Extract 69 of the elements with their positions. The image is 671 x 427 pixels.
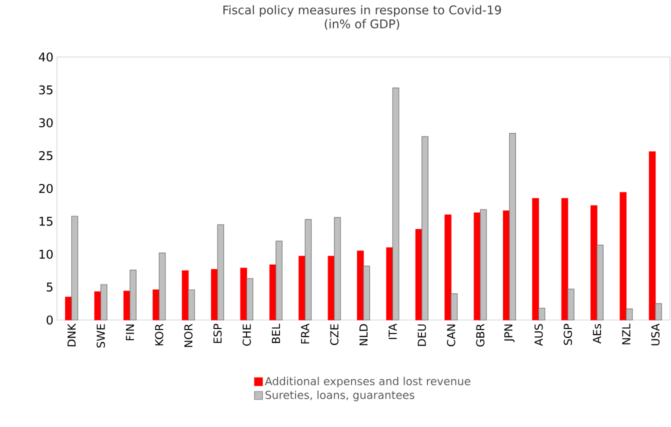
bar xyxy=(655,303,662,320)
bar xyxy=(444,214,452,320)
bar xyxy=(246,278,254,320)
bar xyxy=(532,198,539,320)
bar xyxy=(188,289,195,320)
x-tick-label: ESP xyxy=(213,324,222,343)
y-tick-label: 30 xyxy=(39,118,53,128)
y-tick-label: 40 xyxy=(38,52,53,62)
x-tick-label: ITA xyxy=(388,324,397,340)
bar xyxy=(450,293,458,320)
legend-label: Additional expenses and lost revenue xyxy=(264,376,470,388)
y-tick-label: 15 xyxy=(40,216,52,226)
bar xyxy=(217,224,224,320)
x-tick-label: SGP xyxy=(564,324,572,345)
y-tick-label: 10 xyxy=(40,250,53,259)
bar xyxy=(568,288,574,320)
bar xyxy=(648,151,656,320)
bar xyxy=(123,290,130,320)
bar xyxy=(590,205,598,320)
bar xyxy=(538,308,546,320)
x-tick-label: SWE xyxy=(96,324,105,348)
bar xyxy=(626,308,633,320)
bar xyxy=(509,132,516,320)
x-tick-label: USA xyxy=(651,324,660,346)
y-tick-label: 35 xyxy=(39,85,52,94)
bar xyxy=(480,209,487,320)
chart-title: Fiscal policy measures in response to Covid-19 (in% of GDP) xyxy=(223,5,501,30)
y-tick-label: 5 xyxy=(46,282,52,292)
bar xyxy=(357,250,364,320)
x-tick-label: KOR xyxy=(155,324,164,346)
bar xyxy=(363,266,370,320)
y-tick-label: 20 xyxy=(39,184,53,194)
x-tick-label: CHE xyxy=(242,324,251,346)
bar xyxy=(392,88,400,320)
bar xyxy=(100,284,108,320)
x-tick-label: BEL xyxy=(272,324,280,343)
x-tick-label: JPN xyxy=(504,324,515,342)
bar xyxy=(152,289,160,320)
x-tick-label: FRA xyxy=(301,324,310,344)
x-tick-label: FIN xyxy=(126,324,134,340)
bar xyxy=(334,217,341,320)
bar xyxy=(240,268,248,320)
bar xyxy=(182,270,189,320)
x-tick-label: NLD xyxy=(360,324,368,346)
bar xyxy=(386,247,393,320)
bar xyxy=(474,212,481,320)
bar xyxy=(158,252,166,320)
legend-label: Sureties, loans, guarantees xyxy=(266,390,414,402)
x-tick-label: CZE xyxy=(330,324,338,345)
bar xyxy=(620,192,627,320)
bar xyxy=(71,216,78,320)
bar xyxy=(304,219,312,320)
y-tick-label: 0 xyxy=(46,315,53,325)
bar xyxy=(422,136,428,320)
bar xyxy=(561,198,568,320)
bar xyxy=(276,240,282,320)
bar xyxy=(65,296,72,320)
x-tick-label: AUS xyxy=(534,324,543,346)
y-tick-label: 25 xyxy=(39,151,52,160)
x-tick-label: AEs xyxy=(592,324,602,344)
bar xyxy=(596,244,604,320)
x-tick-label: GBR xyxy=(476,324,484,347)
x-tick-label: NOR xyxy=(184,324,193,347)
x-tick-label: CAN xyxy=(446,324,456,346)
bar xyxy=(298,256,306,320)
x-tick-label: DEU xyxy=(418,324,426,346)
bar xyxy=(130,270,136,320)
x-tick-label: NZL xyxy=(622,324,630,344)
x-tick-label: DNK xyxy=(68,323,76,346)
